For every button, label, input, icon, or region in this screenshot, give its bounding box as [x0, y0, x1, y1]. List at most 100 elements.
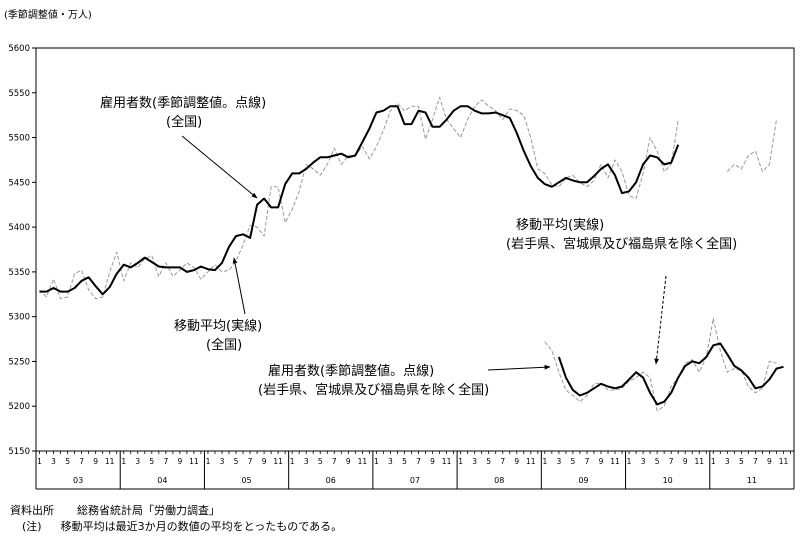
annotation-line: 雇用者数(季節調整値。点線)	[100, 96, 267, 111]
y-tick-label: 5550	[8, 89, 30, 99]
annotation-moving-average-national: 移動平均(実線) (全国)	[174, 317, 262, 355]
x-month-label: 5	[318, 457, 323, 466]
x-month-label: 9	[93, 457, 98, 466]
plot-frame	[35, 47, 795, 452]
x-month-label: 9	[514, 457, 519, 466]
x-month-label: 1	[374, 457, 379, 466]
series-line-4	[544, 318, 777, 412]
x-month-label: 11	[189, 457, 199, 466]
y-tick-label: 5500	[8, 134, 30, 144]
x-month-label: 5	[739, 457, 744, 466]
x-year-label: 11	[747, 476, 757, 485]
arrow-employees-national	[181, 135, 258, 199]
note-line: (注) 移動平均は最近3か月の数値の平均をとったものである。	[22, 518, 342, 534]
x-month-label: 9	[177, 457, 182, 466]
series-group	[39, 96, 784, 412]
y-tick-label: 5600	[8, 44, 30, 54]
y-tick-label: 5350	[8, 268, 30, 278]
annotation-line: (岩手県、宮城県及び福島県を除く全国)	[258, 383, 490, 398]
x-month-label: 3	[51, 457, 56, 466]
series-line-2	[39, 105, 680, 296]
y-axis: 5150 5200 5250 5300 5350 5400 5450 5500 5550 5600	[8, 44, 795, 457]
x-month-label: 3	[472, 457, 477, 466]
x-month-label: 9	[262, 457, 267, 466]
x-month-label: 5	[234, 457, 239, 466]
x-month-label: 7	[163, 457, 168, 466]
x-month-label: 3	[725, 457, 730, 466]
series-line-3	[726, 119, 777, 173]
x-month-label: 9	[599, 457, 604, 466]
x-month-label: 11	[610, 457, 620, 466]
annotation-line: (全国)	[166, 115, 203, 130]
note-text: 移動平均は最近3か月の数値の平均をとったものである。	[60, 520, 343, 533]
y-tick-label: 5400	[8, 223, 30, 233]
arrow-moving-average-national	[232, 257, 246, 315]
annotation-line: 雇用者数(季節調整値。点線)	[268, 364, 435, 379]
x-month-label: 3	[556, 457, 561, 466]
x-month-label: 3	[135, 457, 140, 466]
annotation-line: (全国)	[206, 338, 243, 353]
x-month-label: 1	[711, 457, 716, 466]
annotation-employees-excl: 雇用者数(季節調整値。点線) (岩手県、宮城県及び福島県を除く全国)	[258, 362, 489, 400]
x-month-label: 7	[753, 457, 758, 466]
x-month-label: 9	[430, 457, 435, 466]
source-label: 資料出所	[10, 504, 54, 517]
x-month-label: 5	[402, 457, 407, 466]
x-month-label: 5	[149, 457, 154, 466]
x-month-label: 7	[79, 457, 84, 466]
source-line: 資料出所 総務省統計局「労働力調査」	[10, 502, 220, 518]
x-month-label: 7	[585, 457, 590, 466]
x-year-label: 10	[663, 476, 673, 485]
x-month-label: 11	[105, 457, 115, 466]
x-month-label: 5	[655, 457, 660, 466]
annotation-line: 移動平均(実線)	[516, 218, 605, 233]
y-tick-label: 5450	[8, 178, 30, 188]
x-month-label: 7	[332, 457, 337, 466]
x-month-label: 5	[486, 457, 491, 466]
x-month-label: 7	[669, 457, 674, 466]
x-month-label: 7	[248, 457, 253, 466]
annotation-moving-average-excl: 移動平均(実線) (岩手県、宮城県及び福島県を除く全国)	[506, 216, 737, 254]
x-month-label: 11	[442, 457, 452, 466]
x-month-label: 1	[627, 457, 632, 466]
series-line-1	[39, 96, 679, 300]
x-year-label: 03	[73, 476, 83, 485]
x-month-label: 1	[542, 457, 547, 466]
y-tick-label: 5250	[8, 357, 30, 367]
x-month-label: 1	[121, 457, 126, 466]
x-month-label: 9	[767, 457, 772, 466]
arrow-employees-excl	[487, 364, 551, 371]
annotation-line: 移動平均(実線)	[174, 319, 263, 334]
x-month-label: 3	[388, 457, 393, 466]
x-month-label: 1	[458, 457, 463, 466]
note-label: (注)	[22, 520, 42, 533]
x-year-label: 04	[157, 476, 167, 485]
x-month-label: 11	[526, 457, 536, 466]
x-month-label: 9	[346, 457, 351, 466]
x-month-label: 3	[304, 457, 309, 466]
x-month-label: 11	[779, 457, 789, 466]
x-month-label: 5	[571, 457, 576, 466]
annotation-employees-national: 雇用者数(季節調整値。点線) (全国)	[100, 94, 266, 132]
x-month-label: 11	[694, 457, 704, 466]
annotation-arrows	[181, 135, 667, 371]
x-month-label: 7	[500, 457, 505, 466]
x-month-label: 1	[290, 457, 295, 466]
series-line-5	[557, 342, 784, 406]
x-month-label: 7	[416, 457, 421, 466]
y-tick-label: 5300	[8, 313, 30, 323]
x-year-label: 06	[326, 476, 336, 485]
y-tick-label: 5200	[8, 402, 30, 412]
x-month-label: 9	[683, 457, 688, 466]
annotation-line: (岩手県、宮城県及び福島県を除く全国)	[506, 237, 738, 252]
x-month-label: 1	[206, 457, 211, 466]
arrow-moving-average-excl	[654, 275, 667, 365]
x-year-label: 09	[578, 476, 588, 485]
x-month-label: 3	[220, 457, 225, 466]
x-year-label: 08	[494, 476, 504, 485]
x-month-label: 3	[641, 457, 646, 466]
source-text: 総務省統計局「労働力調査」	[77, 504, 220, 517]
y-tick-label: 5150	[8, 447, 30, 457]
